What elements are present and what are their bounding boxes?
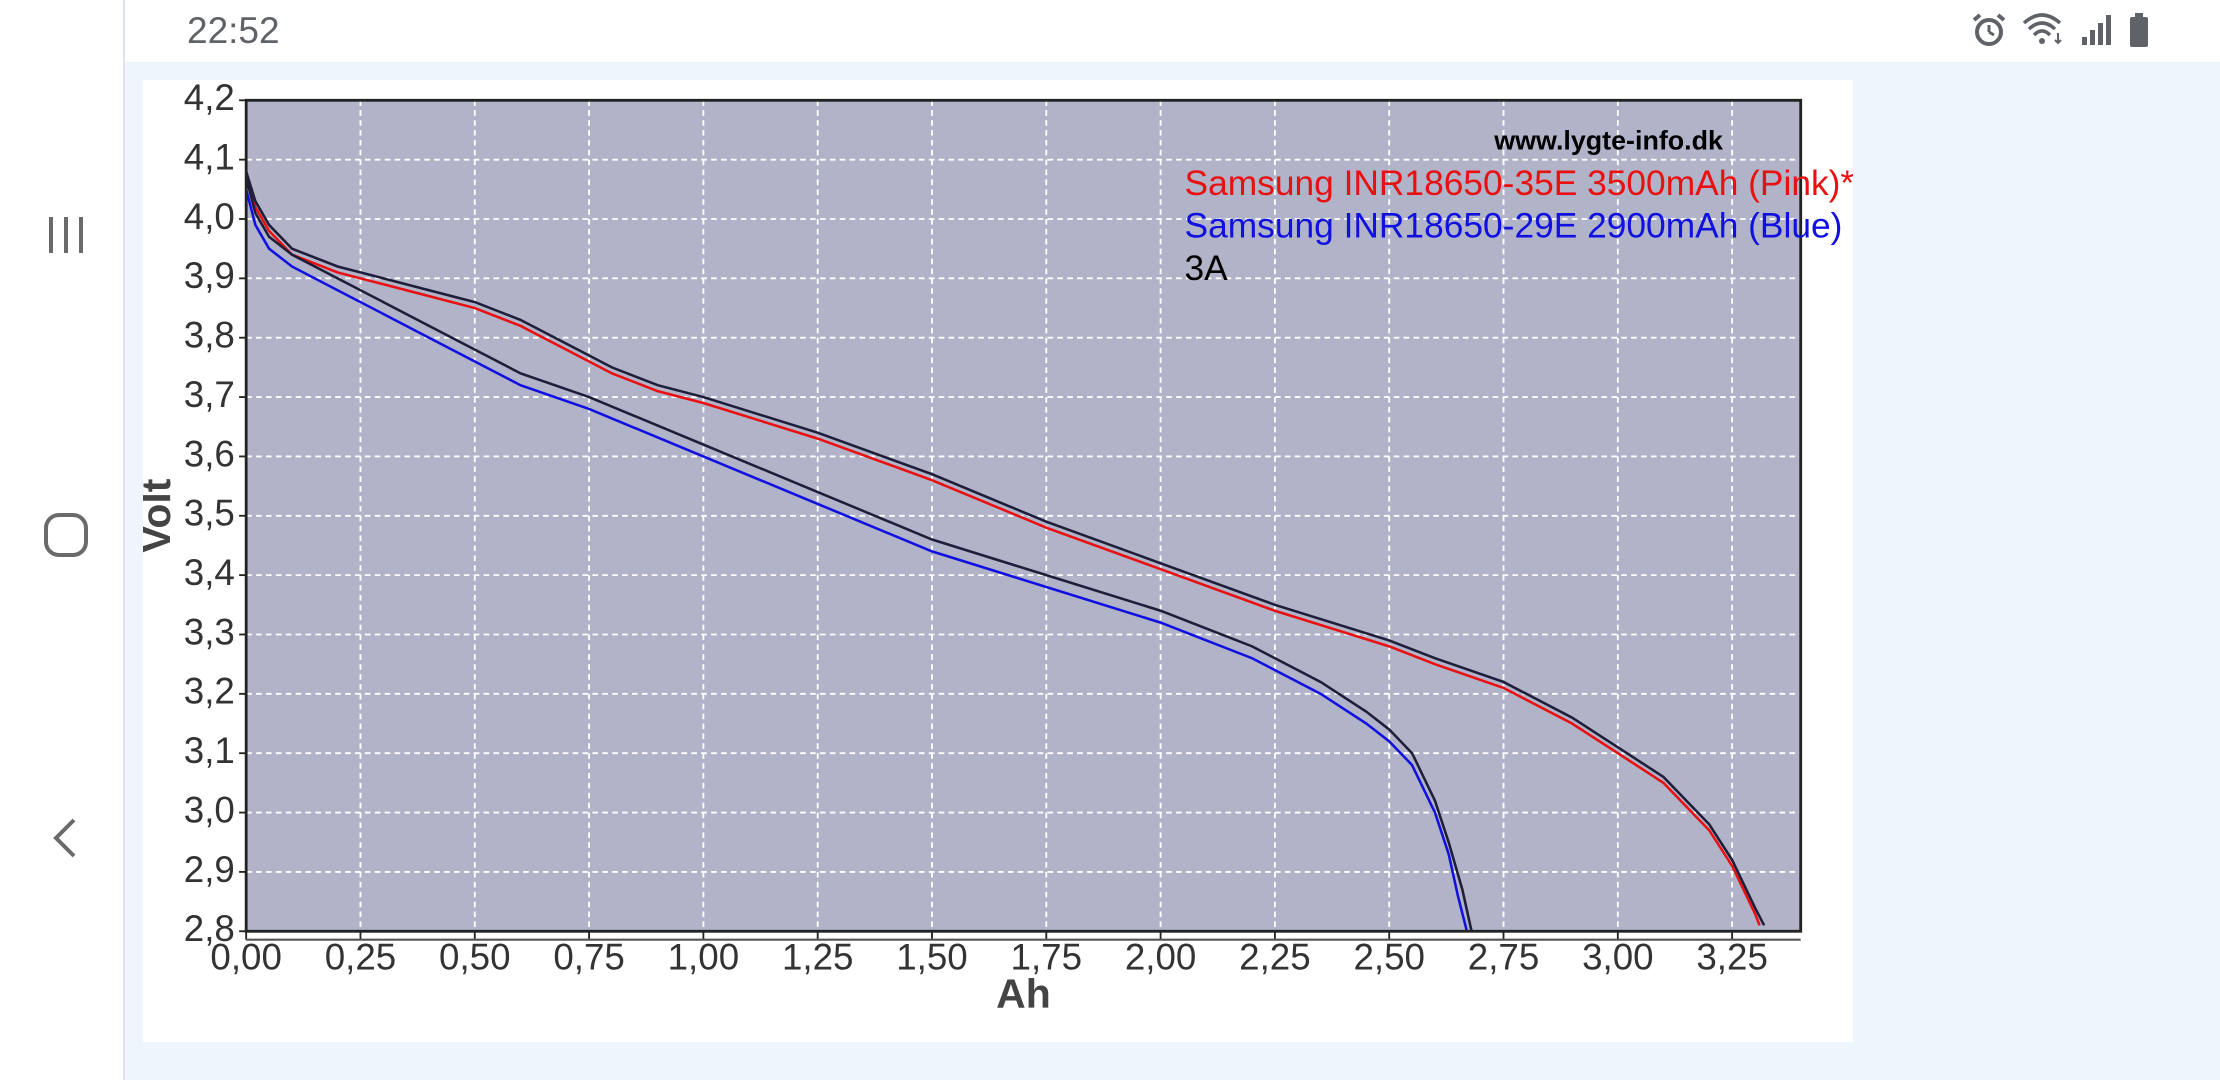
axis-ticks: 2,8 2,9 3,0 3,1 3,2 3,3 3,4 3,5 3,6 3,7 3,8 3,9 4,0 4… — [184, 80, 1801, 977]
y-tick-label: 4,2 — [184, 80, 235, 118]
series-group — [244, 171, 1766, 932]
chart-card: 2,8 2,9 3,0 3,1 3,2 3,3 3,4 3,5 3,6 3,7 3,8 3,9 4,0 4… — [143, 80, 1853, 1042]
x-tick-label: 1,25 — [782, 936, 854, 977]
x-tick-label: 0,25 — [325, 936, 397, 977]
home-button[interactable] — [36, 505, 96, 565]
y-tick-label: 3,0 — [184, 789, 235, 830]
y-tick-label: 3,5 — [184, 493, 235, 534]
x-tick-label: 0,50 — [439, 936, 511, 977]
y-tick-label: 3,9 — [184, 255, 235, 296]
battery-icon — [2130, 13, 2148, 47]
x-tick-label: 2,00 — [1125, 936, 1197, 977]
legend: Samsung INR18650-35E 3500mAh (Pink)*Sams… — [1185, 164, 1853, 288]
y-tick-label: 2,9 — [184, 849, 235, 890]
y-tick-label: 3,2 — [184, 671, 235, 712]
status-icons — [1970, 12, 2150, 48]
y-tick-label: 4,0 — [184, 196, 235, 237]
series-line-3 — [244, 189, 1469, 932]
home-icon — [44, 513, 88, 557]
y-tick-label: 3,1 — [184, 730, 235, 771]
back-icon — [53, 818, 76, 858]
x-axis-label: Ah — [996, 971, 1051, 1017]
navigation-bar — [0, 0, 125, 1080]
legend-entry: 3A — [1185, 249, 1229, 288]
content-area: 2,8 2,9 3,0 3,1 3,2 3,3 3,4 3,5 3,6 3,7 3,8 3,9 4,0 4… — [125, 62, 2220, 1080]
y-tick-label: 3,3 — [184, 611, 235, 652]
x-tick-label: 3,25 — [1696, 936, 1768, 977]
series-line-2 — [244, 171, 1766, 926]
x-tick-label: 2,25 — [1239, 936, 1311, 977]
legend-entry: Samsung INR18650-35E 3500mAh (Pink)* — [1185, 164, 1853, 203]
x-tick-label: 1,50 — [896, 936, 968, 977]
status-time: 22:52 — [187, 10, 280, 51]
status-bar: 22:52 — [125, 0, 2220, 62]
y-tick-label: 2,8 — [184, 908, 235, 949]
signal-icon — [2082, 15, 2111, 45]
x-tick-label: 1,75 — [1011, 936, 1082, 977]
series-line-4 — [244, 177, 1473, 932]
recent-apps-icon — [49, 217, 83, 253]
x-tick-label: 3,00 — [1582, 936, 1653, 977]
legend-entry: Samsung INR18650-29E 2900mAh (Blue) — [1185, 206, 1843, 245]
x-tick-label: 0,00 — [210, 936, 281, 977]
y-tick-label: 3,6 — [184, 433, 235, 474]
back-button[interactable] — [36, 808, 96, 868]
x-tick-label: 0,75 — [553, 936, 625, 977]
grid — [245, 99, 1801, 933]
series-line-1 — [244, 177, 1761, 926]
y-tick-label: 3,4 — [184, 552, 235, 593]
y-tick-label: 4,1 — [184, 137, 235, 178]
x-tick-label: 1,00 — [668, 936, 740, 977]
watermark: www.lygte-info.dk — [1493, 126, 1723, 156]
y-tick-label: 3,7 — [184, 374, 235, 415]
y-tick-label: 3,8 — [184, 315, 235, 356]
recent-apps-button[interactable] — [36, 205, 96, 265]
alarm-icon — [1972, 13, 2006, 46]
y-axis-label: Volt — [143, 478, 179, 553]
wifi-icon — [2022, 13, 2062, 45]
x-tick-label: 2,75 — [1468, 936, 1540, 977]
discharge-chart: 2,8 2,9 3,0 3,1 3,2 3,3 3,4 3,5 3,6 3,7 3,8 3,9 4,0 4… — [143, 80, 1853, 1017]
x-tick-label: 2,50 — [1353, 936, 1425, 977]
